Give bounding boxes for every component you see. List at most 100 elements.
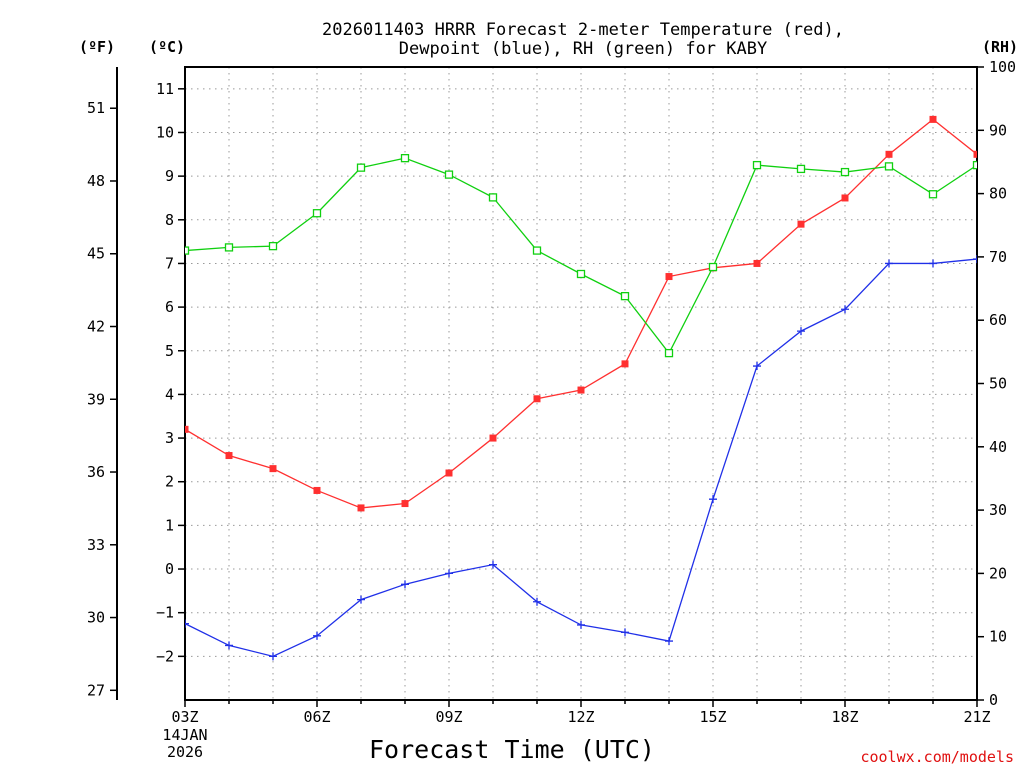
rh-point: [840, 167, 850, 177]
rh-point: [532, 246, 542, 255]
x-tick-label: 09Z: [435, 708, 462, 726]
rh-tick-label: 50: [989, 375, 1007, 393]
date-label-day: 14JAN: [162, 726, 207, 744]
dewpoint-point: [665, 637, 673, 646]
temperature-point: [401, 500, 409, 508]
celsius-tick-label: 8: [165, 211, 174, 229]
rh-point: [576, 269, 586, 279]
rh-point: [185, 246, 190, 255]
rh-tick-label: 0: [989, 691, 998, 709]
dewpoint-point: [577, 620, 585, 629]
plot-frame: [184, 66, 978, 701]
celsius-unit-label: (ºC): [149, 38, 185, 56]
fahrenheit-tick-label: 36: [87, 463, 105, 481]
date-label-year: 2026: [167, 743, 203, 761]
dewpoint-point: [313, 631, 321, 640]
rh-unit-label: (RH): [982, 38, 1018, 56]
credit-link[interactable]: coolwx.com/models: [860, 748, 1014, 766]
rh-tick-label: 20: [989, 564, 1007, 582]
rh-tick-label: 80: [989, 185, 1007, 203]
rh-tick-label: 90: [989, 121, 1007, 139]
dewpoint-point: [709, 495, 717, 504]
rh-point: [884, 162, 894, 171]
temperature-point: [489, 434, 497, 442]
dewpoint-point: [797, 327, 805, 336]
fahrenheit-tick-label: 33: [87, 536, 105, 554]
celsius-tick-label: 7: [165, 254, 174, 272]
fahrenheit-tick-label: 48: [87, 172, 105, 190]
temperature-point: [621, 360, 629, 368]
fahrenheit-tick-label: 30: [87, 609, 105, 627]
celsius-tick-label: −2: [156, 647, 174, 665]
rh-tick-label: 30: [989, 501, 1007, 519]
rh-point: [400, 154, 410, 163]
celsius-tick-label: 6: [165, 298, 174, 316]
temperature-point: [885, 150, 893, 158]
celsius-tick-label: −1: [156, 604, 174, 622]
temperature-point: [929, 115, 937, 123]
dewpoint-point: [489, 560, 497, 569]
fahrenheit-tick-label: 27: [87, 681, 105, 699]
dewpoint-point: [533, 597, 541, 606]
temperature-point: [665, 273, 673, 281]
chart-title-line2: Dewpoint (blue), RH (green) for KABY: [399, 39, 767, 59]
rh-point: [620, 291, 630, 301]
chart-title-line1: 2026011403 HRRR Forecast 2-meter Tempera…: [322, 20, 844, 40]
tick-labels: −2−1012345678910112730333639424548510102…: [87, 58, 1016, 726]
dewpoint-point: [621, 628, 629, 637]
temperature-point: [357, 504, 365, 512]
celsius-tick-label: 3: [165, 429, 174, 447]
dewpoint-point: [269, 652, 277, 661]
temperature-point: [577, 386, 585, 394]
x-tick-label: 06Z: [303, 708, 330, 726]
temperature-point: [797, 220, 805, 228]
dewpoint-point: [185, 619, 189, 628]
dewpoint-point: [973, 255, 977, 264]
temperature-point: [445, 469, 453, 477]
rh-tick-label: 100: [989, 58, 1016, 76]
dewpoint-point: [885, 259, 893, 268]
rh-point: [268, 241, 278, 251]
rh-point: [752, 160, 762, 170]
temperature-point: [269, 465, 277, 473]
fahrenheit-tick-label: 45: [87, 245, 105, 263]
temperature-point: [313, 486, 321, 494]
rh-point: [224, 243, 234, 252]
dewpoint-point: [445, 569, 453, 578]
x-tick-label: 18Z: [831, 708, 858, 726]
temperature-point: [225, 452, 233, 460]
rh-point: [664, 348, 674, 358]
rh-point: [444, 170, 454, 179]
dewpoint-point: [225, 641, 233, 650]
dewpoint-point: [753, 362, 761, 371]
dewpoint-point: [841, 305, 849, 314]
celsius-tick-label: 2: [165, 473, 174, 491]
x-tick-label: 03Z: [171, 708, 198, 726]
celsius-tick-label: 4: [165, 385, 174, 403]
rh-tick-label: 10: [989, 628, 1007, 646]
series-lines: [185, 115, 977, 661]
series-group: [185, 115, 977, 661]
rh-point: [928, 190, 938, 199]
celsius-tick-label: 5: [165, 342, 174, 360]
temperature-point: [533, 395, 541, 403]
temperature-point: [753, 259, 761, 267]
dewpoint-point: [401, 580, 409, 589]
dewpoint-point: [357, 595, 365, 604]
temperature-point: [841, 194, 849, 202]
fahrenheit-unit-label: (ºF): [79, 38, 115, 56]
celsius-tick-label: 9: [165, 167, 174, 185]
fahrenheit-tick-label: 51: [87, 99, 105, 117]
celsius-tick-label: 1: [165, 516, 174, 534]
x-tick-label: 12Z: [567, 708, 594, 726]
celsius-tick-label: 0: [165, 560, 174, 578]
fahrenheit-tick-label: 42: [87, 318, 105, 336]
dewpoint-point: [929, 259, 937, 268]
rh-point: [972, 160, 977, 170]
x-tick-label: 21Z: [963, 708, 990, 726]
x-tick-label: 15Z: [699, 708, 726, 726]
rh-point: [796, 164, 806, 174]
rh-tick-label: 60: [989, 311, 1007, 329]
temperature-point: [185, 425, 189, 433]
